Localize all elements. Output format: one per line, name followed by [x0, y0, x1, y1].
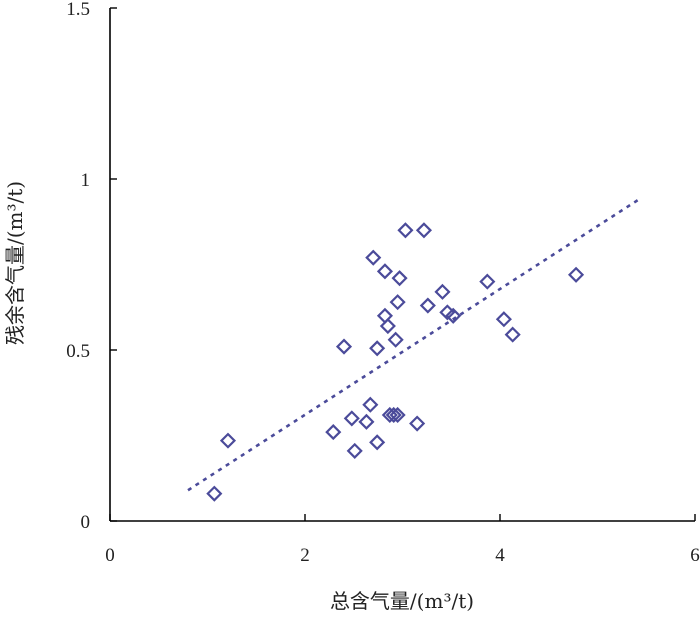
data-point [346, 442, 363, 459]
data-point [391, 270, 408, 287]
data-point [376, 263, 394, 280]
x-tick-label: 0 [105, 545, 115, 566]
y-axis-title: 残余含气量/(m³/t) [3, 181, 27, 345]
trendline [187, 196, 643, 492]
data-point [379, 318, 396, 335]
trendline-group [187, 196, 643, 492]
data-point [419, 297, 436, 314]
data-point [358, 413, 375, 430]
x-tick-label: 2 [300, 545, 310, 566]
y-tick-label: 1 [81, 170, 91, 191]
data-point [434, 283, 451, 300]
data-point [362, 396, 379, 413]
data-point [369, 340, 386, 357]
data-point [335, 338, 353, 355]
data-point [495, 311, 512, 328]
data-point [387, 331, 404, 348]
axes [109, 7, 696, 522]
data-point [409, 415, 426, 432]
x-tick-label: 4 [495, 545, 505, 566]
tick-labels: 0 2 4 6 0 0.5 1 1.5 [66, 0, 700, 566]
y-tick-label: 0 [81, 512, 91, 533]
data-point [385, 406, 402, 424]
data-point [445, 307, 462, 324]
data-point [369, 434, 386, 451]
x-tick-label: 6 [690, 545, 700, 566]
x-axis-title: 总含气量/(m³/t) [330, 589, 474, 613]
y-tick-label: 1.5 [66, 0, 90, 20]
data-point [206, 485, 223, 502]
data-point [365, 249, 382, 266]
data-point [389, 406, 406, 424]
data-point [397, 222, 414, 239]
data-point [567, 266, 585, 283]
data-point [343, 410, 360, 427]
data-point [389, 294, 406, 311]
y-tick-label: 0.5 [66, 341, 90, 362]
data-point [415, 222, 433, 239]
data-point [325, 424, 342, 441]
data-point [219, 432, 237, 449]
data-point [504, 326, 521, 343]
data-points [206, 222, 585, 502]
data-point [479, 273, 496, 290]
